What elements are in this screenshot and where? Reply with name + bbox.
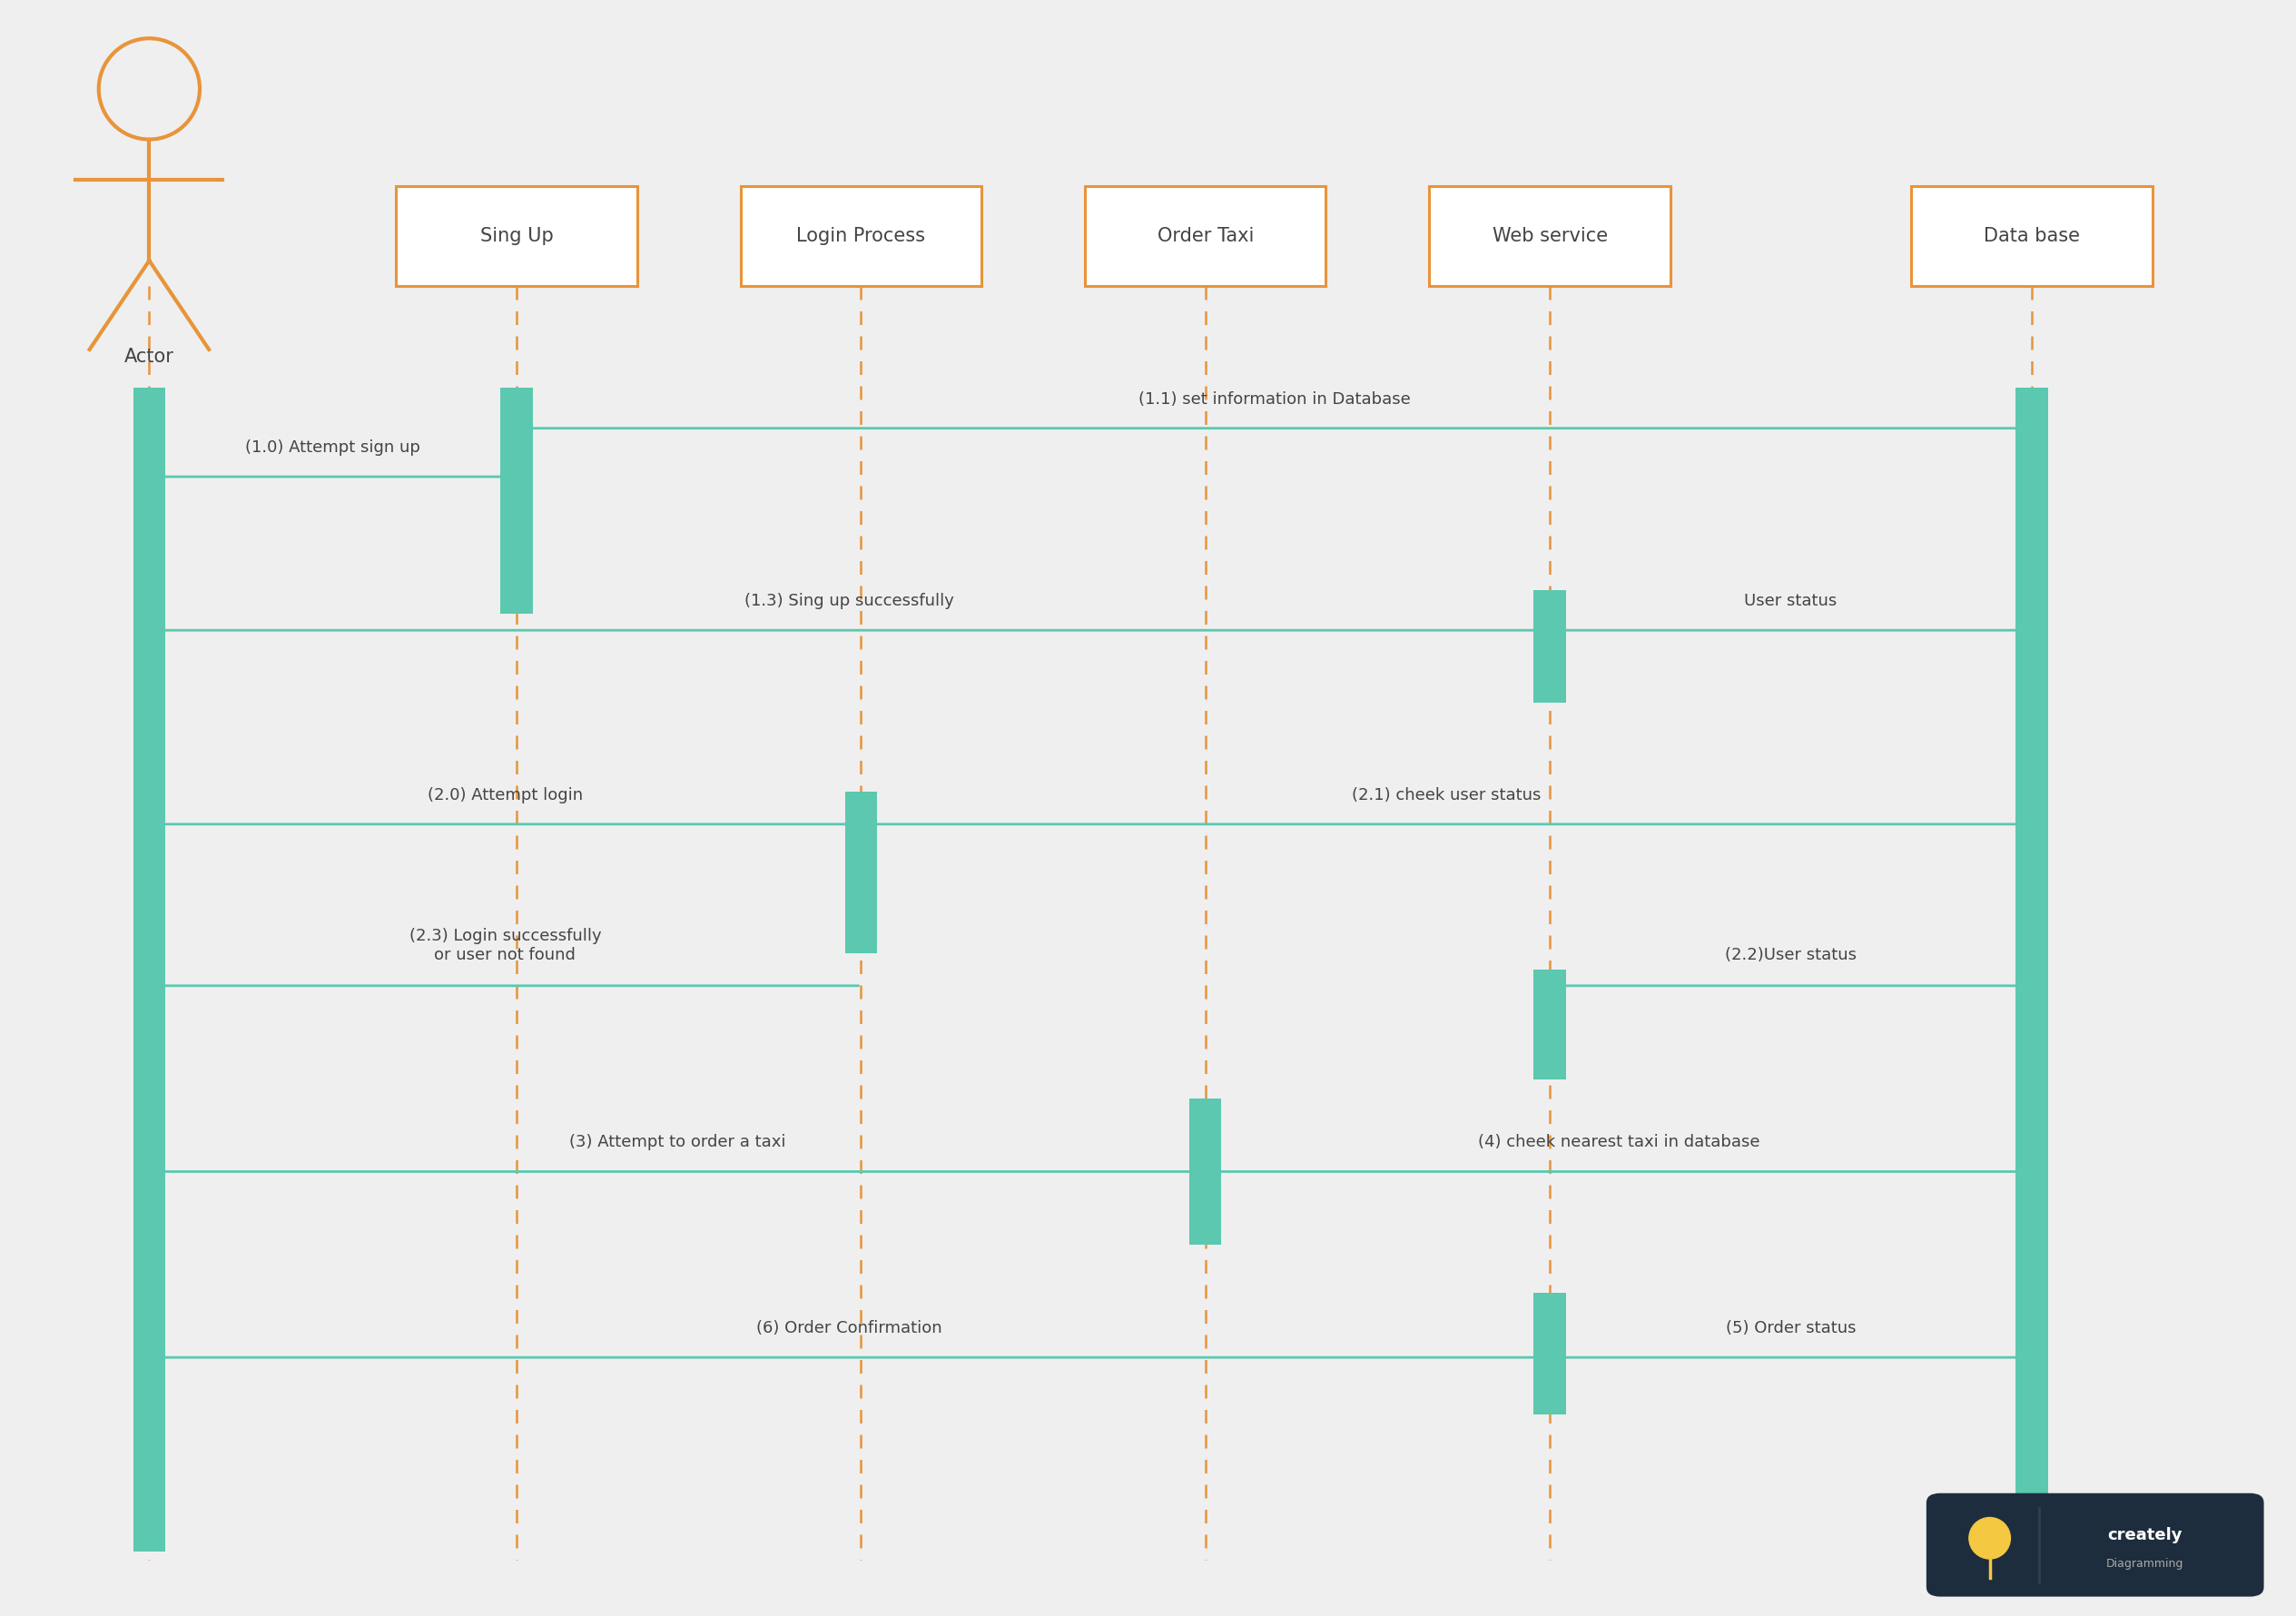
FancyBboxPatch shape: [397, 186, 638, 286]
Text: (2.1) cheek user status: (2.1) cheek user status: [1352, 787, 1541, 803]
Text: Data base: Data base: [1984, 226, 2080, 246]
Bar: [133, 388, 165, 1551]
Text: (5) Order status: (5) Order status: [1727, 1320, 1855, 1336]
Text: Login Process: Login Process: [797, 226, 925, 246]
Text: (3) Attempt to order a taxi: (3) Attempt to order a taxi: [569, 1134, 785, 1151]
Text: User status: User status: [1745, 593, 1837, 609]
FancyBboxPatch shape: [1086, 186, 1327, 286]
Text: Order Taxi: Order Taxi: [1157, 226, 1254, 246]
FancyBboxPatch shape: [742, 186, 983, 286]
Text: (4) cheek nearest taxi in database: (4) cheek nearest taxi in database: [1479, 1134, 1759, 1151]
Text: (2.3) Login successfully
or user not found: (2.3) Login successfully or user not fou…: [409, 928, 602, 963]
Text: (2.2)User status: (2.2)User status: [1724, 947, 1857, 963]
Ellipse shape: [1970, 1517, 2011, 1559]
Bar: [1189, 1099, 1221, 1244]
Text: creately: creately: [2108, 1527, 2181, 1543]
Bar: [1534, 1293, 1566, 1414]
FancyBboxPatch shape: [1910, 186, 2154, 286]
Text: Diagramming: Diagramming: [2105, 1558, 2183, 1569]
Text: (1.3) Sing up successfully: (1.3) Sing up successfully: [744, 593, 955, 609]
Bar: [2016, 388, 2048, 1551]
Text: (1.0) Attempt sign up: (1.0) Attempt sign up: [246, 440, 420, 456]
Text: (1.1) set information in Database: (1.1) set information in Database: [1139, 391, 1410, 407]
Text: Sing Up: Sing Up: [480, 226, 553, 246]
FancyBboxPatch shape: [1430, 186, 1671, 286]
Bar: [1534, 970, 1566, 1079]
FancyBboxPatch shape: [1926, 1493, 2264, 1597]
Text: Actor: Actor: [124, 347, 174, 365]
Bar: [1534, 590, 1566, 703]
Text: Web service: Web service: [1492, 226, 1607, 246]
Text: (6) Order Confirmation: (6) Order Confirmation: [758, 1320, 941, 1336]
Text: (2.0) Attempt login: (2.0) Attempt login: [427, 787, 583, 803]
Bar: [845, 792, 877, 953]
Bar: [501, 388, 533, 614]
